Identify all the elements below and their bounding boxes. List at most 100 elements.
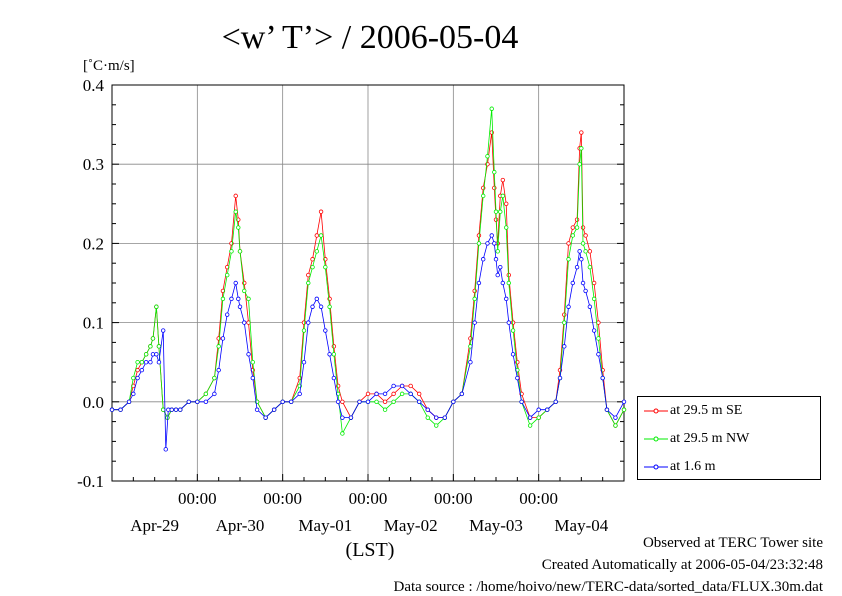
data-point bbox=[306, 280, 311, 286]
data-point bbox=[323, 264, 328, 270]
data-point bbox=[498, 209, 503, 214]
data-point bbox=[348, 415, 354, 420]
data-point bbox=[391, 383, 396, 389]
data-point bbox=[583, 288, 588, 294]
data-point bbox=[493, 257, 499, 262]
data-point bbox=[579, 257, 584, 262]
data-point bbox=[340, 399, 345, 404]
y-tick-label: 0.1 bbox=[83, 314, 104, 333]
data-point bbox=[536, 407, 541, 412]
data-point bbox=[242, 320, 247, 325]
data-point bbox=[331, 344, 337, 349]
data-point bbox=[323, 328, 328, 333]
data-point bbox=[131, 375, 136, 381]
data-point bbox=[126, 399, 132, 404]
y-axis: -0.1 0.0 0.1 0.2 0.3 0.4 bbox=[77, 76, 624, 491]
data-point bbox=[224, 272, 230, 278]
data-point bbox=[340, 415, 345, 420]
data-point bbox=[318, 304, 324, 309]
data-point bbox=[613, 423, 618, 428]
data-point bbox=[331, 375, 337, 381]
data-point bbox=[229, 249, 234, 254]
data-point bbox=[472, 320, 477, 325]
data-point bbox=[591, 280, 597, 286]
x-time-label: 00:00 bbox=[519, 489, 558, 508]
data-point bbox=[527, 415, 533, 420]
x-date-label: May-04 bbox=[554, 516, 608, 535]
x-time-label: 00:00 bbox=[349, 489, 388, 508]
data-point bbox=[621, 407, 627, 412]
data-point bbox=[545, 407, 550, 412]
series-layer bbox=[109, 106, 627, 452]
plot-grid bbox=[112, 85, 624, 481]
data-point bbox=[216, 367, 221, 373]
data-point bbox=[301, 320, 307, 325]
data-point bbox=[570, 280, 575, 286]
data-point bbox=[587, 264, 593, 270]
data-point bbox=[492, 185, 497, 191]
chart-title: <w’ T’> / 2006-05-04 bbox=[222, 19, 519, 56]
data-point bbox=[154, 352, 159, 357]
data-point bbox=[242, 288, 247, 294]
data-point bbox=[154, 304, 159, 309]
data-point bbox=[485, 241, 490, 246]
footer-source: Data source : /home/hoivo/new/TERC-data/… bbox=[393, 579, 824, 595]
data-point bbox=[118, 407, 123, 412]
data-point bbox=[186, 399, 191, 404]
data-point bbox=[583, 233, 588, 238]
data-point bbox=[382, 391, 388, 397]
data-point bbox=[271, 407, 277, 412]
data-point bbox=[506, 320, 511, 325]
x-date-label: Apr-30 bbox=[216, 516, 265, 535]
data-point bbox=[399, 391, 405, 397]
data-point bbox=[306, 272, 311, 278]
data-point bbox=[553, 399, 558, 404]
data-point bbox=[310, 304, 315, 309]
data-point bbox=[434, 415, 439, 420]
data-point bbox=[246, 296, 251, 302]
legend-label-se: at 29.5 m SE bbox=[670, 403, 743, 418]
data-point bbox=[178, 407, 183, 412]
data-point bbox=[314, 233, 319, 238]
data-point bbox=[220, 336, 226, 341]
data-point bbox=[169, 407, 174, 412]
data-point bbox=[476, 241, 482, 246]
data-point bbox=[566, 257, 571, 262]
data-point bbox=[220, 296, 226, 302]
data-point bbox=[574, 225, 580, 230]
data-point bbox=[583, 249, 588, 254]
legend-symbol-se bbox=[644, 408, 668, 414]
data-point bbox=[148, 344, 153, 349]
data-point bbox=[442, 415, 447, 420]
data-point bbox=[173, 407, 179, 412]
data-point bbox=[408, 383, 413, 389]
y-tick-label: 0.0 bbox=[83, 393, 104, 412]
data-point bbox=[600, 375, 605, 381]
legend-item-se: at 29.5 m SE bbox=[638, 401, 822, 421]
data-point bbox=[489, 233, 494, 238]
data-point bbox=[500, 177, 506, 183]
data-point bbox=[562, 320, 567, 325]
data-point bbox=[510, 352, 516, 357]
data-point bbox=[613, 415, 618, 420]
data-point bbox=[579, 130, 584, 135]
data-point bbox=[301, 360, 307, 365]
data-point bbox=[481, 257, 486, 262]
data-point bbox=[495, 249, 500, 254]
data-point bbox=[160, 407, 166, 412]
data-point bbox=[254, 407, 260, 412]
data-point bbox=[515, 375, 520, 381]
data-point bbox=[365, 391, 371, 397]
data-point bbox=[224, 312, 230, 317]
data-point bbox=[417, 391, 422, 397]
y-tick-label: -0.1 bbox=[77, 472, 104, 491]
data-point bbox=[327, 352, 332, 357]
data-point bbox=[306, 320, 311, 325]
data-point bbox=[365, 399, 371, 404]
x-date-label: Apr-29 bbox=[130, 516, 179, 535]
footer-created: Created Automatically at 2006-05-04/23:3… bbox=[541, 557, 823, 573]
data-point bbox=[250, 360, 255, 365]
data-point bbox=[476, 280, 482, 286]
data-point bbox=[216, 344, 221, 349]
data-point bbox=[233, 209, 238, 214]
